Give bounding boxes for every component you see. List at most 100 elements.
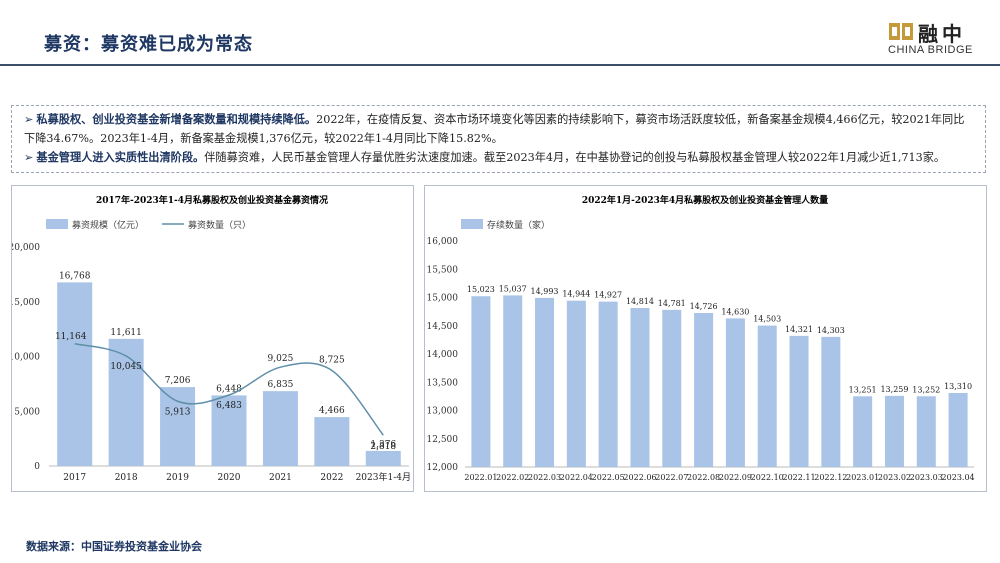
summary-bullet-1-heading: 私募股权、创业投资基金新增备案数量和规模持续降低。 xyxy=(36,112,317,126)
logo-en-text: CHINA BRIDGE xyxy=(888,44,973,56)
bar xyxy=(725,318,745,467)
y-tick-label: 14,000 xyxy=(427,350,459,360)
x-tick-label: 2017 xyxy=(63,473,86,483)
bar-value-label: 11,611 xyxy=(110,328,142,338)
y-tick-label: 16,000 xyxy=(427,237,459,247)
y-tick-label: 12,500 xyxy=(427,435,459,445)
bar xyxy=(630,308,650,467)
x-tick-label: 2020 xyxy=(218,473,241,483)
bar-value-label: 14,630 xyxy=(721,307,749,316)
fundraising-chart-panel: 2017年-2023年1-4月私募股权及创业投资基金募资情况 募资规模（亿元） 募资… xyxy=(9,185,414,492)
legend-bar-swatch xyxy=(461,219,483,229)
bar-value-label: 16,768 xyxy=(59,271,91,281)
chart-title: 2017年-2023年1-4月私募股权及创业投资基金募资情况 xyxy=(96,194,328,206)
x-tick-label: 2022.12 xyxy=(814,473,847,482)
x-tick-label: 2022.01 xyxy=(464,473,497,482)
page-title: 募资：募资难已成为常态 xyxy=(44,34,253,55)
data-source-note: 数据来源：中国证券投资基金业协会 xyxy=(26,540,202,553)
y-tick-label: 0 xyxy=(34,462,40,472)
legend-bar-label: 存续数量（家） xyxy=(487,219,550,231)
bar-value-label: 13,252 xyxy=(912,385,940,394)
bar-value-label: 13,251 xyxy=(849,385,877,394)
x-tick-label: 2022.11 xyxy=(782,473,815,482)
x-tick-label: 2023年1-4月 xyxy=(356,471,411,483)
bar xyxy=(108,338,144,466)
bar-value-label: 13,310 xyxy=(944,382,972,391)
bar xyxy=(694,312,714,467)
managers-chart-panel: 2022年1月-2023年4月私募股权及创业投资基金管理人数量存续数量（家） 12… xyxy=(424,185,987,492)
bar xyxy=(916,396,936,467)
bar-value-label: 6,835 xyxy=(268,380,294,390)
bar-value-label: 14,726 xyxy=(690,302,718,311)
logo-mark-icon xyxy=(889,23,913,40)
y-tick-label: 13,000 xyxy=(427,407,459,417)
bar xyxy=(662,309,682,467)
summary-box: ➢ 私募股权、创业投资基金新增备案数量和规模持续降低。2022年，在疫情反复、资本… xyxy=(11,105,986,173)
bar xyxy=(789,335,809,467)
x-tick-label: 2022.09 xyxy=(719,473,752,482)
legend-line-label: 募资数量（只） xyxy=(188,219,251,231)
bar-value-label: 15,023 xyxy=(467,285,495,294)
bar xyxy=(566,300,586,467)
line-value-label: 8,725 xyxy=(319,355,345,365)
bar-value-label: 13,259 xyxy=(880,385,908,394)
x-tick-label: 2018 xyxy=(115,473,138,483)
bar-value-label: 4,466 xyxy=(319,406,345,416)
bar xyxy=(57,282,93,466)
bar-value-label: 6,448 xyxy=(216,384,242,394)
bar xyxy=(314,417,350,466)
bar xyxy=(535,297,555,467)
bar xyxy=(365,450,401,466)
bar xyxy=(503,295,523,467)
x-tick-label: 2022.06 xyxy=(623,473,656,482)
bar-value-label: 14,503 xyxy=(753,315,781,324)
line-value-label: 11,164 xyxy=(55,332,87,342)
line-value-label: 5,913 xyxy=(165,407,191,417)
summary-bullet-2-text: 伴随募资难，人民币基金管理人存量优胜劣汰速度加速。截至2023年4月，在中基协登… xyxy=(204,151,946,164)
y-tick-label: 14,500 xyxy=(427,322,459,332)
arrow-bullet-icon: ➢ xyxy=(24,151,34,164)
arrow-bullet-icon: ➢ xyxy=(24,113,34,126)
x-tick-label: 2023.02 xyxy=(878,473,911,482)
bar xyxy=(948,392,968,467)
x-tick-label: 2021 xyxy=(269,473,292,483)
line-value-label: 2,818 xyxy=(370,442,396,452)
header-divider xyxy=(0,64,1000,66)
y-tick-label: 13,500 xyxy=(427,378,459,388)
x-tick-label: 2022.08 xyxy=(687,473,720,482)
bar xyxy=(821,336,841,467)
x-tick-label: 2022.10 xyxy=(751,473,784,482)
summary-bullet-2: ➢ 基金管理人进入实质性出清阶段。伴随募资难，人民币基金管理人存量优胜劣汰速度加速… xyxy=(24,148,975,167)
bar-value-label: 14,944 xyxy=(562,290,590,299)
bar xyxy=(853,396,873,467)
x-tick-label: 2022.02 xyxy=(496,473,529,482)
bar-value-label: 14,321 xyxy=(785,325,813,334)
x-tick-label: 2019 xyxy=(166,473,189,483)
bar xyxy=(598,301,618,467)
x-tick-label: 2022 xyxy=(320,473,343,483)
bar-value-label: 14,781 xyxy=(658,299,686,308)
y-tick-label: 15,000 xyxy=(12,298,40,308)
x-tick-label: 2022.03 xyxy=(528,473,561,482)
line-value-label: 9,025 xyxy=(268,354,294,364)
y-tick-label: 20,000 xyxy=(12,243,40,253)
bar xyxy=(884,395,904,467)
logo-cn-text: 融中 xyxy=(918,22,966,46)
x-tick-label: 2022.05 xyxy=(592,473,625,482)
x-tick-label: 2022.04 xyxy=(560,473,593,482)
bar-value-label: 14,927 xyxy=(594,291,622,300)
bar xyxy=(160,387,196,466)
y-tick-label: 15,500 xyxy=(427,265,459,275)
bar-value-label: 15,037 xyxy=(499,284,527,293)
bar-value-label: 14,814 xyxy=(626,297,654,306)
y-tick-label: 5,000 xyxy=(14,407,40,417)
bar xyxy=(211,395,247,466)
y-tick-label: 12,000 xyxy=(427,463,459,473)
line-value-label: 10,045 xyxy=(110,362,142,372)
chart-title: 2022年1月-2023年4月私募股权及创业投资基金管理人数量 xyxy=(582,194,828,206)
summary-bullet-2-heading: 基金管理人进入实质性出清阶段。 xyxy=(36,150,205,164)
summary-bullet-1: ➢ 私募股权、创业投资基金新增备案数量和规模持续降低。2022年，在疫情反复、资本… xyxy=(24,110,975,148)
legend-bar-swatch xyxy=(46,219,68,229)
